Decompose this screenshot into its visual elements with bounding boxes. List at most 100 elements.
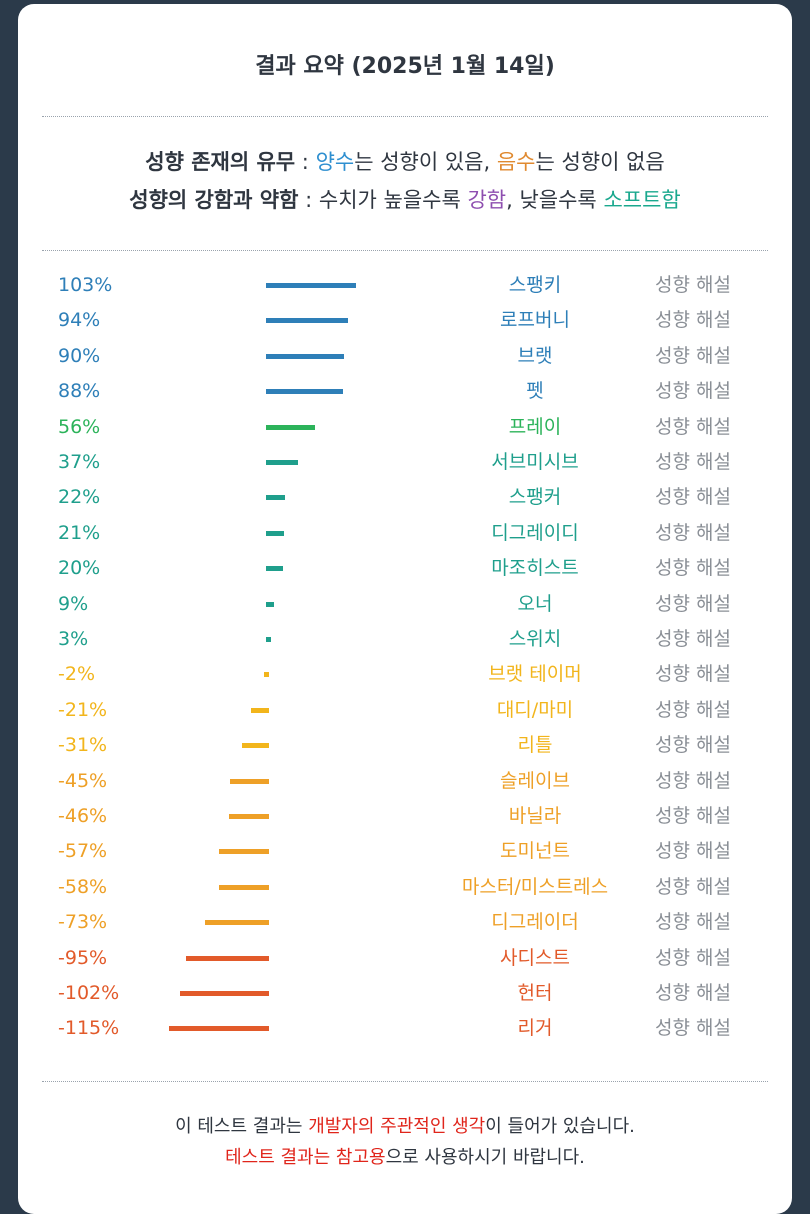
category-label: 프레이 <box>410 414 660 440</box>
bar-마조히스트 <box>266 566 283 571</box>
explain-link[interactable]: 성향 해설 <box>655 980 731 1006</box>
bar-브랫 <box>266 354 344 359</box>
footer-reference-emph: 테스트 결과는 참고용 <box>225 1147 385 1168</box>
bar-value-label: -31% <box>58 732 107 758</box>
bar-브랫-테이머 <box>264 672 269 677</box>
explain-link[interactable]: 성향 해설 <box>655 343 731 369</box>
explain-link[interactable]: 성향 해설 <box>655 732 731 758</box>
category-label: 리틀 <box>410 732 660 758</box>
bar-스팽키 <box>266 283 356 288</box>
explain-link[interactable]: 성향 해설 <box>655 945 731 971</box>
bar-디그레이더 <box>205 920 269 925</box>
bar-스위치 <box>266 637 271 642</box>
explain-link[interactable]: 성향 해설 <box>655 803 731 829</box>
explain-link[interactable]: 성향 해설 <box>655 378 731 404</box>
category-label: 마조히스트 <box>410 555 660 581</box>
bar-value-label: 9% <box>58 591 88 617</box>
bar-value-label: -102% <box>58 980 119 1006</box>
category-label: 헌터 <box>410 980 660 1006</box>
bar-value-label: 88% <box>58 378 100 404</box>
bar-value-label: -21% <box>58 697 107 723</box>
bar-value-label: -2% <box>58 661 95 687</box>
explain-link[interactable]: 성향 해설 <box>655 874 731 900</box>
category-label: 디그레이더 <box>410 909 660 935</box>
chart-row: 103% 스팽키 성향 해설 <box>0 272 810 308</box>
category-label: 마스터/미스트레스 <box>410 874 660 900</box>
explain-link[interactable]: 성향 해설 <box>655 838 731 864</box>
explain-link[interactable]: 성향 해설 <box>655 697 731 723</box>
legend-existence-label: 성향 존재의 유무 <box>145 150 295 174</box>
chart-row: 22% 스팽커 성향 해설 <box>0 484 810 520</box>
footer-disclaimer: 이 테스트 결과는 개발자의 주관적인 생각이 들어가 있습니다. <box>0 1112 810 1138</box>
legend-strength-sep: : 수치가 높을수록 <box>298 188 467 212</box>
bar-리틀 <box>242 743 269 748</box>
bar-도미넌트 <box>219 849 269 854</box>
bar-value-label: -45% <box>58 768 107 794</box>
legend-soft: 소프트함 <box>603 188 680 212</box>
footer-line2-b: 으로 사용하시기 바랍니다. <box>386 1147 585 1168</box>
bar-바닐라 <box>229 814 269 819</box>
bar-value-label: 37% <box>58 449 100 475</box>
chart-row: 20% 마조히스트 성향 해설 <box>0 555 810 591</box>
chart-row: -58% 마스터/미스트레스 성향 해설 <box>0 874 810 910</box>
bar-프레이 <box>266 425 315 430</box>
chart-row: -46% 바닐라 성향 해설 <box>0 803 810 839</box>
explain-link[interactable]: 성향 해설 <box>655 272 731 298</box>
bar-펫 <box>266 389 343 394</box>
divider-chart-top <box>42 250 768 251</box>
bar-슬레이브 <box>230 779 269 784</box>
bar-오너 <box>266 602 274 607</box>
category-label: 리거 <box>410 1015 660 1041</box>
category-label: 스위치 <box>410 626 660 652</box>
explain-link[interactable]: 성향 해설 <box>655 591 731 617</box>
bar-대디-마미 <box>251 708 269 713</box>
category-label: 스팽커 <box>410 484 660 510</box>
category-label: 서브미시브 <box>410 449 660 475</box>
chart-row: -73% 디그레이더 성향 해설 <box>0 909 810 945</box>
chart-row: 88% 펫 성향 해설 <box>0 378 810 414</box>
footer-subjective: 개발자의 주관적인 생각 <box>308 1116 485 1137</box>
page-title: 결과 요약 (2025년 1월 14일) <box>0 48 810 80</box>
chart-row: -57% 도미넌트 성향 해설 <box>0 838 810 874</box>
chart-row: -2% 브랫 테이머 성향 해설 <box>0 661 810 697</box>
bar-사디스트 <box>186 956 269 961</box>
explain-link[interactable]: 성향 해설 <box>655 768 731 794</box>
explain-link[interactable]: 성향 해설 <box>655 626 731 652</box>
bar-value-label: 94% <box>58 307 100 333</box>
explain-link[interactable]: 성향 해설 <box>655 484 731 510</box>
chart-row: -21% 대디/마미 성향 해설 <box>0 697 810 733</box>
bar-value-label: 20% <box>58 555 100 581</box>
bar-스팽커 <box>266 495 285 500</box>
chart-row: 21% 디그레이디 성향 해설 <box>0 520 810 556</box>
category-label: 디그레이디 <box>410 520 660 546</box>
footer-line1-c: 이 들어가 있습니다. <box>485 1116 635 1137</box>
chart-row: -31% 리틀 성향 해설 <box>0 732 810 768</box>
explain-link[interactable]: 성향 해설 <box>655 661 731 687</box>
category-label: 브랫 <box>410 343 660 369</box>
legend-strong: 강함 <box>467 188 506 212</box>
bar-서브미시브 <box>266 460 298 465</box>
category-label: 로프버니 <box>410 307 660 333</box>
chart-row: 9% 오너 성향 해설 <box>0 591 810 627</box>
category-label: 펫 <box>410 378 660 404</box>
chart-row: -102% 헌터 성향 해설 <box>0 980 810 1016</box>
category-label: 도미넌트 <box>410 838 660 864</box>
category-label: 대디/마미 <box>410 697 660 723</box>
explain-link[interactable]: 성향 해설 <box>655 909 731 935</box>
bar-value-label: 56% <box>58 414 100 440</box>
bar-value-label: 21% <box>58 520 100 546</box>
explain-link[interactable]: 성향 해설 <box>655 520 731 546</box>
bar-value-label: -73% <box>58 909 107 935</box>
bar-디그레이디 <box>266 531 284 536</box>
explain-link[interactable]: 성향 해설 <box>655 449 731 475</box>
category-label: 슬레이브 <box>410 768 660 794</box>
bar-value-label: -115% <box>58 1015 119 1041</box>
explain-link[interactable]: 성향 해설 <box>655 414 731 440</box>
legend-existence: 성향 존재의 유무 : 양수는 성향이 있음, 음수는 성향이 없음 <box>0 146 810 176</box>
category-label: 스팽키 <box>410 272 660 298</box>
explain-link[interactable]: 성향 해설 <box>655 1015 731 1041</box>
explain-link[interactable]: 성향 해설 <box>655 555 731 581</box>
chart-row: 3% 스위치 성향 해설 <box>0 626 810 662</box>
legend-positive: 양수 <box>316 150 355 174</box>
explain-link[interactable]: 성향 해설 <box>655 307 731 333</box>
